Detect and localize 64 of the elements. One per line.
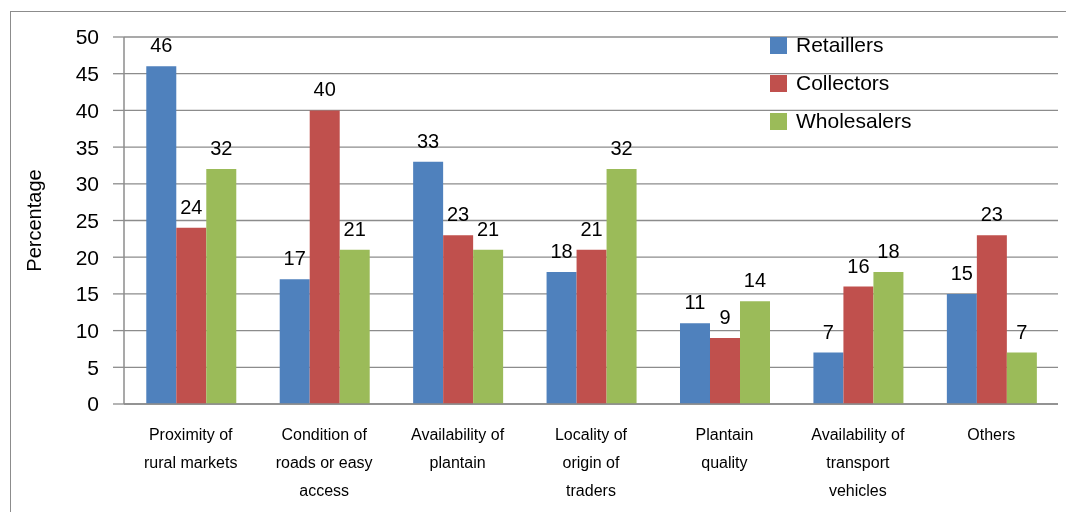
- bar: [279, 279, 310, 404]
- bar: [813, 352, 844, 404]
- data-label: 15: [950, 261, 973, 284]
- bar: [606, 169, 637, 404]
- bar: [946, 293, 977, 404]
- bar: [843, 286, 874, 404]
- x-tick-label: Others: [967, 426, 1016, 443]
- bar: [546, 271, 577, 404]
- data-label: 40: [313, 78, 336, 101]
- data-label: 9: [719, 305, 731, 328]
- bar: [443, 235, 474, 404]
- y-tick-label: 45: [75, 62, 99, 86]
- data-label: 7: [1016, 320, 1028, 343]
- data-label: 21: [477, 217, 500, 240]
- legend-label: Retaillers: [796, 32, 884, 58]
- data-label: 24: [180, 195, 203, 218]
- y-tick-label: 10: [75, 319, 99, 343]
- y-tick-label: 0: [87, 392, 99, 416]
- bar: [413, 161, 444, 404]
- data-label: 11: [684, 291, 706, 314]
- y-tick-label: 30: [75, 172, 99, 196]
- y-axis-title: Percentage: [23, 169, 46, 272]
- legend-label: Collectors: [796, 70, 890, 96]
- data-label: 32: [210, 137, 233, 160]
- legend-label: Wholesalers: [796, 108, 912, 134]
- y-tick-label: 5: [87, 355, 99, 379]
- x-tick-label: Availability of plantain: [411, 426, 505, 471]
- data-label: 33: [417, 129, 440, 152]
- bar: [146, 66, 177, 404]
- bar: [1006, 352, 1037, 404]
- bar: [473, 249, 504, 404]
- x-tick-label: Proximity of rural markets: [144, 426, 238, 471]
- bar: [873, 271, 904, 404]
- bar: [976, 235, 1007, 404]
- x-tick-label: Locality of origin of traders: [554, 426, 628, 499]
- data-label: 23: [447, 203, 470, 226]
- data-label: 46: [150, 34, 173, 57]
- bar: [339, 249, 370, 404]
- data-label: 16: [847, 254, 870, 277]
- x-tick-label: Plantain quality: [695, 426, 754, 471]
- y-tick-label: 20: [75, 245, 99, 269]
- data-label: 7: [822, 320, 834, 343]
- x-tick-label: Condition of roads or easy access: [275, 426, 373, 499]
- y-tick-label: 40: [75, 98, 99, 122]
- data-label: 21: [580, 217, 603, 240]
- data-label: 17: [283, 247, 306, 270]
- bar: [740, 301, 770, 404]
- bar: [176, 227, 207, 404]
- data-label: 32: [610, 137, 633, 160]
- bar: [576, 249, 607, 404]
- y-tick-label: 50: [75, 25, 99, 49]
- bar: [309, 110, 340, 404]
- bar: [206, 169, 237, 404]
- bar: [680, 323, 710, 404]
- y-tick-label: 35: [75, 135, 99, 159]
- data-label: 18: [550, 239, 573, 262]
- data-label: 18: [877, 239, 900, 262]
- y-tick-label: 25: [75, 208, 99, 232]
- data-label: 23: [980, 203, 1003, 226]
- x-tick-label: Availability of transport vehicles: [811, 426, 905, 499]
- y-tick-label: 15: [75, 282, 99, 306]
- data-label: 21: [343, 217, 366, 240]
- bar: [710, 337, 740, 404]
- data-label: 14: [743, 269, 767, 292]
